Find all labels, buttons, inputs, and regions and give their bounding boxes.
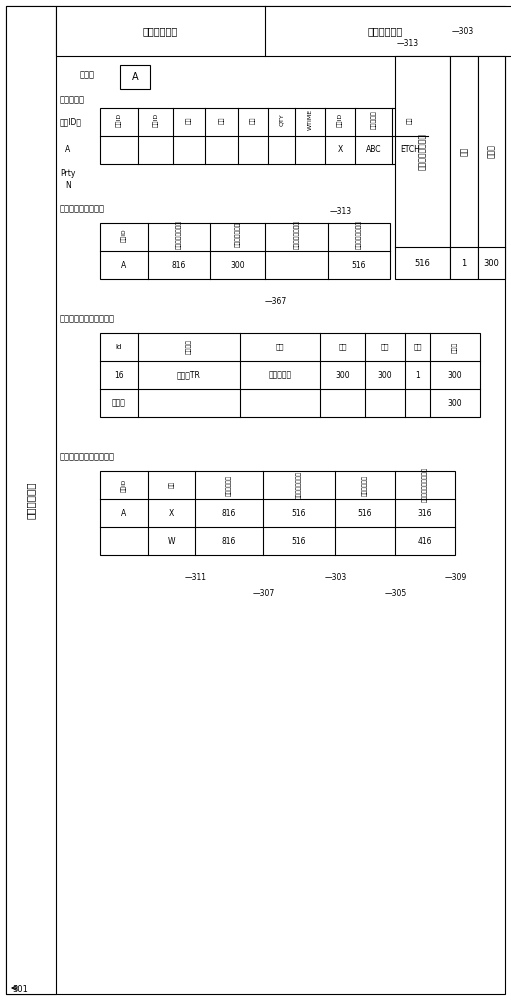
Text: —307: —307: [253, 588, 275, 597]
Text: 临时调度次序分数: 临时调度次序分数: [418, 133, 427, 170]
Text: ETCH: ETCH: [400, 145, 420, 154]
Text: X: X: [337, 145, 342, 154]
Text: 外部次序分数: 外部次序分数: [226, 475, 232, 495]
Text: 区域: 区域: [407, 116, 413, 124]
Text: 工具规则分数: 工具规则分数: [362, 475, 368, 495]
Text: 调度规则总分数: 调度规则总分数: [235, 222, 240, 247]
Text: A: A: [65, 145, 71, 154]
Text: 316: 316: [418, 508, 432, 518]
Text: 批次状态：: 批次状态：: [60, 96, 85, 104]
Text: 816: 816: [172, 260, 186, 269]
Text: X: X: [169, 508, 174, 518]
Text: 参数: 参数: [338, 344, 347, 350]
Text: 调度详细分数: 调度详细分数: [26, 481, 36, 519]
Text: 总分数: 总分数: [487, 145, 496, 158]
Text: 配方: 配方: [186, 116, 192, 124]
Text: 权重: 权重: [413, 344, 422, 350]
Text: Id: Id: [116, 344, 122, 350]
Bar: [100, 471, 455, 555]
Text: 300: 300: [483, 258, 499, 267]
Text: 300: 300: [448, 398, 462, 408]
Text: 状态: 状态: [250, 116, 256, 124]
Text: 特定工具调度次序分数：: 特定工具调度次序分数：: [60, 452, 115, 462]
Text: —367: —367: [265, 296, 287, 306]
Text: 批次ID：: 批次ID：: [60, 117, 82, 126]
Text: 300: 300: [230, 260, 245, 269]
Text: 阶段: 阶段: [219, 116, 224, 124]
Bar: [100, 333, 480, 417]
Text: 批次调度次序分数：: 批次调度次序分数：: [60, 205, 105, 214]
Text: 工具ID: 工具ID: [337, 113, 343, 127]
Text: 301: 301: [12, 986, 28, 994]
Text: 1: 1: [461, 258, 467, 267]
Text: 生产线平衡: 生产线平衡: [268, 370, 292, 379]
Text: 模块: 模块: [276, 344, 284, 350]
Text: 临时调度次序分数: 临时调度次序分数: [356, 220, 362, 249]
Text: —309: —309: [445, 572, 467, 582]
Text: 关键工具组: 关键工具组: [370, 110, 376, 129]
Text: 300: 300: [448, 370, 462, 379]
Text: 516: 516: [292, 508, 306, 518]
Text: 批次ID: 批次ID: [121, 228, 127, 242]
Bar: [120, 65, 150, 89]
Text: 816: 816: [222, 536, 236, 546]
Text: —311: —311: [185, 572, 207, 582]
Bar: [478, 56, 505, 279]
Text: 批次ID: 批次ID: [121, 478, 127, 492]
Text: 516: 516: [358, 508, 372, 518]
Text: 416: 416: [418, 536, 432, 546]
Bar: [395, 56, 450, 279]
Text: QTY: QTY: [279, 113, 284, 126]
Text: —313: —313: [330, 207, 352, 216]
Text: 300: 300: [378, 370, 392, 379]
Text: 总计：: 总计：: [112, 398, 126, 408]
Text: N: N: [65, 182, 71, 190]
Text: Prty: Prty: [60, 169, 76, 178]
Text: 工具: 工具: [169, 482, 174, 488]
Bar: [6, 6, 56, 994]
Text: 块批次TR: 块批次TR: [177, 370, 201, 379]
Text: 工具启用规则: 工具启用规则: [367, 26, 403, 36]
Text: —305: —305: [385, 588, 407, 597]
Text: 300: 300: [335, 370, 350, 379]
Text: 线路ID: 线路ID: [153, 113, 158, 127]
Text: W: W: [168, 536, 175, 546]
Text: 分数: 分数: [381, 344, 389, 350]
Text: —313: —313: [397, 39, 419, 48]
Bar: [56, 6, 511, 56]
Text: 批次：: 批次：: [80, 70, 95, 80]
Text: 516: 516: [292, 536, 306, 546]
Text: 规则描述: 规则描述: [186, 340, 192, 355]
Text: 516: 516: [352, 260, 366, 269]
Bar: [100, 108, 428, 164]
Text: 应用于批次的启用规则：: 应用于批次的启用规则：: [60, 314, 115, 324]
Text: 调度规则固定分数: 调度规则固定分数: [294, 220, 299, 249]
Text: 外部调度次序分数: 外部调度次序分数: [176, 220, 182, 249]
Text: 产品ID: 产品ID: [116, 113, 122, 127]
Text: A: A: [122, 508, 127, 518]
Text: —303: —303: [325, 572, 347, 582]
Text: ABC: ABC: [366, 145, 381, 154]
Text: A: A: [122, 260, 127, 269]
Text: WTIME: WTIME: [308, 109, 313, 130]
Text: 权重: 权重: [459, 147, 469, 156]
Text: 调整后的最终调度分数: 调整后的最终调度分数: [422, 468, 428, 502]
Text: —303: —303: [452, 27, 474, 36]
Text: 批次分数总计: 批次分数总计: [143, 26, 178, 36]
Text: 1: 1: [415, 370, 420, 379]
Text: 总分数: 总分数: [452, 341, 458, 353]
Text: A: A: [132, 72, 138, 82]
Bar: [450, 56, 478, 279]
Text: 816: 816: [222, 508, 236, 518]
Text: 16: 16: [114, 370, 124, 379]
Bar: [100, 223, 390, 279]
Text: 临时调度次序劆数: 临时调度次序劆数: [296, 471, 302, 499]
Text: 516: 516: [414, 258, 430, 267]
